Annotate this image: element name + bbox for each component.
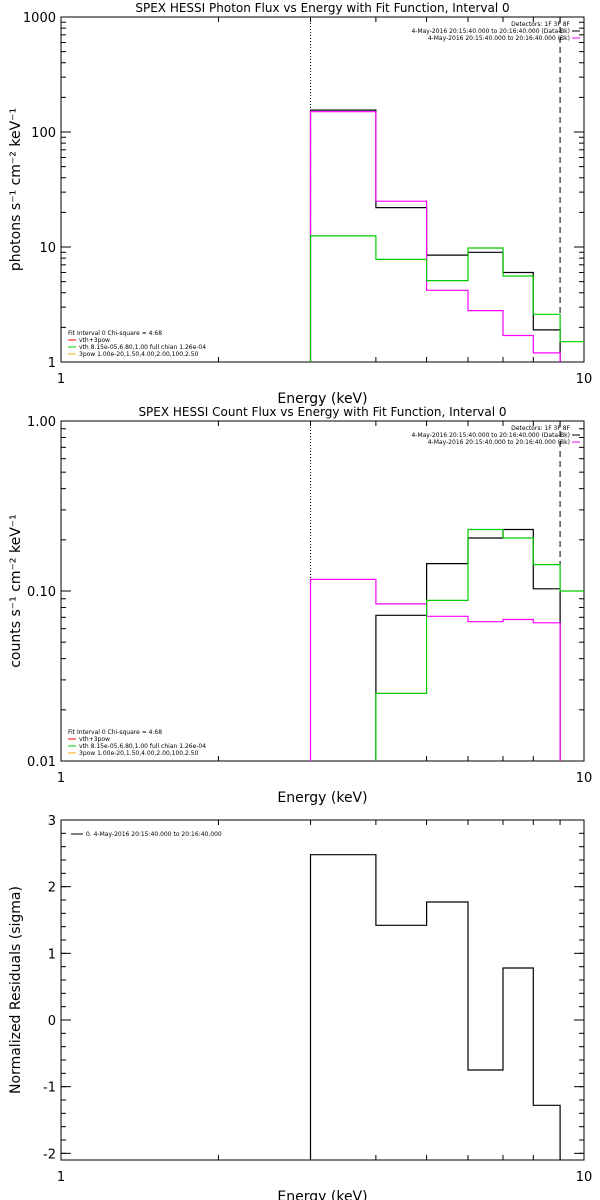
plot2-ytick-label: 0.10 [27,585,56,600]
plot2-xtick-label: 10 [576,771,593,786]
plot1-ytick-label: 10 [39,241,56,256]
plot1-legend-entry: vth+3pow [79,337,110,344]
plot1-legend-entry: 4-May-2016 20:15:40.000 to 20:16:40.000 … [428,35,570,42]
plot3-frame [60,819,585,1161]
plot2-title: SPEX HESSI Count Flux vs Energy with Fit… [138,405,506,419]
plot3-ylabel: Normalized Residuals (sigma) [8,886,24,1094]
plot1-xtick-label: 1 [57,372,65,387]
plot2-series-2 [309,578,561,761]
plot1-legend-entry: 4-May-2016 20:15:40.000 to 20:16:40.000 … [411,28,570,35]
plot2-ytick-label: 1.00 [27,415,56,430]
plot2-legend-entry: 3pow 1.00e-20,1.50,4.00,2.00,100,2.50 [79,750,199,757]
plot3-series-1 [309,854,561,1160]
plot2-ytick-label: 0.01 [27,755,56,770]
plot3-ytick-label: 3 [48,814,56,829]
plot2-legend-entry: 4-May-2016 20:15:40.000 to 20:16:40.000 … [411,432,570,439]
plot3-ytick-label: 1 [48,947,56,962]
plot2-legend-entry: 4-May-2016 20:15:40.000 to 20:16:40.000 … [428,439,570,446]
plot2-ylabel: counts s⁻¹ cm⁻² keV⁻¹ [8,514,24,668]
plot1-ytick-label: 1 [48,356,56,371]
plot2-legend-entry: vth 8.15e-05,6.80,1.00 full chian 1.26e-… [79,743,206,750]
plot2-xlabel: Energy (keV) [277,790,367,806]
plot2-series-1 [375,528,561,761]
plot1-legend-entry: 3pow 1.00e-20,1.50,4.00,2.00,100,2.50 [79,351,199,358]
plot3-ytick-label: -1 [43,1081,56,1096]
plot1-frame [60,16,585,363]
plot1-xlabel: Energy (keV) [277,391,367,407]
plot1-legend-entry: Detectors: 1F 3F 8F [511,21,570,28]
plot3-xlabel: Energy (keV) [277,1189,367,1200]
plot1-legend-entry: Fit Interval 0 Chi-square = 4.68 [68,330,162,337]
plot3-ytick-label: -2 [43,1147,56,1162]
plot1-ytick-label: 1000 [23,11,56,26]
plot1-legend-entry: vth 8.15e-05,6.80,1.00 full chian 1.26e-… [79,344,206,351]
plot3-xtick-label: 1 [57,1170,65,1185]
plot1-ylabel: photons s⁻¹ cm⁻² keV⁻¹ [8,108,24,271]
plot2-legend-entry: Fit Interval 0 Chi-square = 4.68 [68,729,162,736]
plot1-ytick-label: 100 [31,126,56,141]
plot2-legend-entry: Detectors: 1F 3F 8F [511,425,570,432]
plot1-series-2 [309,111,561,362]
plot2-legend-entry: vth+3pow [79,736,110,743]
plot1-title: SPEX HESSI Photon Flux vs Energy with Fi… [135,1,509,15]
plot2-series-3 [375,528,584,761]
plot2-frame [60,420,585,762]
plot1-xtick-label: 10 [576,372,593,387]
plot3-xtick-label: 10 [576,1170,593,1185]
plot3-ytick-label: 0 [48,1014,56,1029]
plot2-xtick-label: 1 [57,771,65,786]
plot3-legend-entry: 0. 4-May-2016 20:15:40.000 to 20:16:40.0… [86,831,222,838]
plot3-ytick-label: 2 [48,881,56,896]
plot1-series-3 [309,235,584,362]
